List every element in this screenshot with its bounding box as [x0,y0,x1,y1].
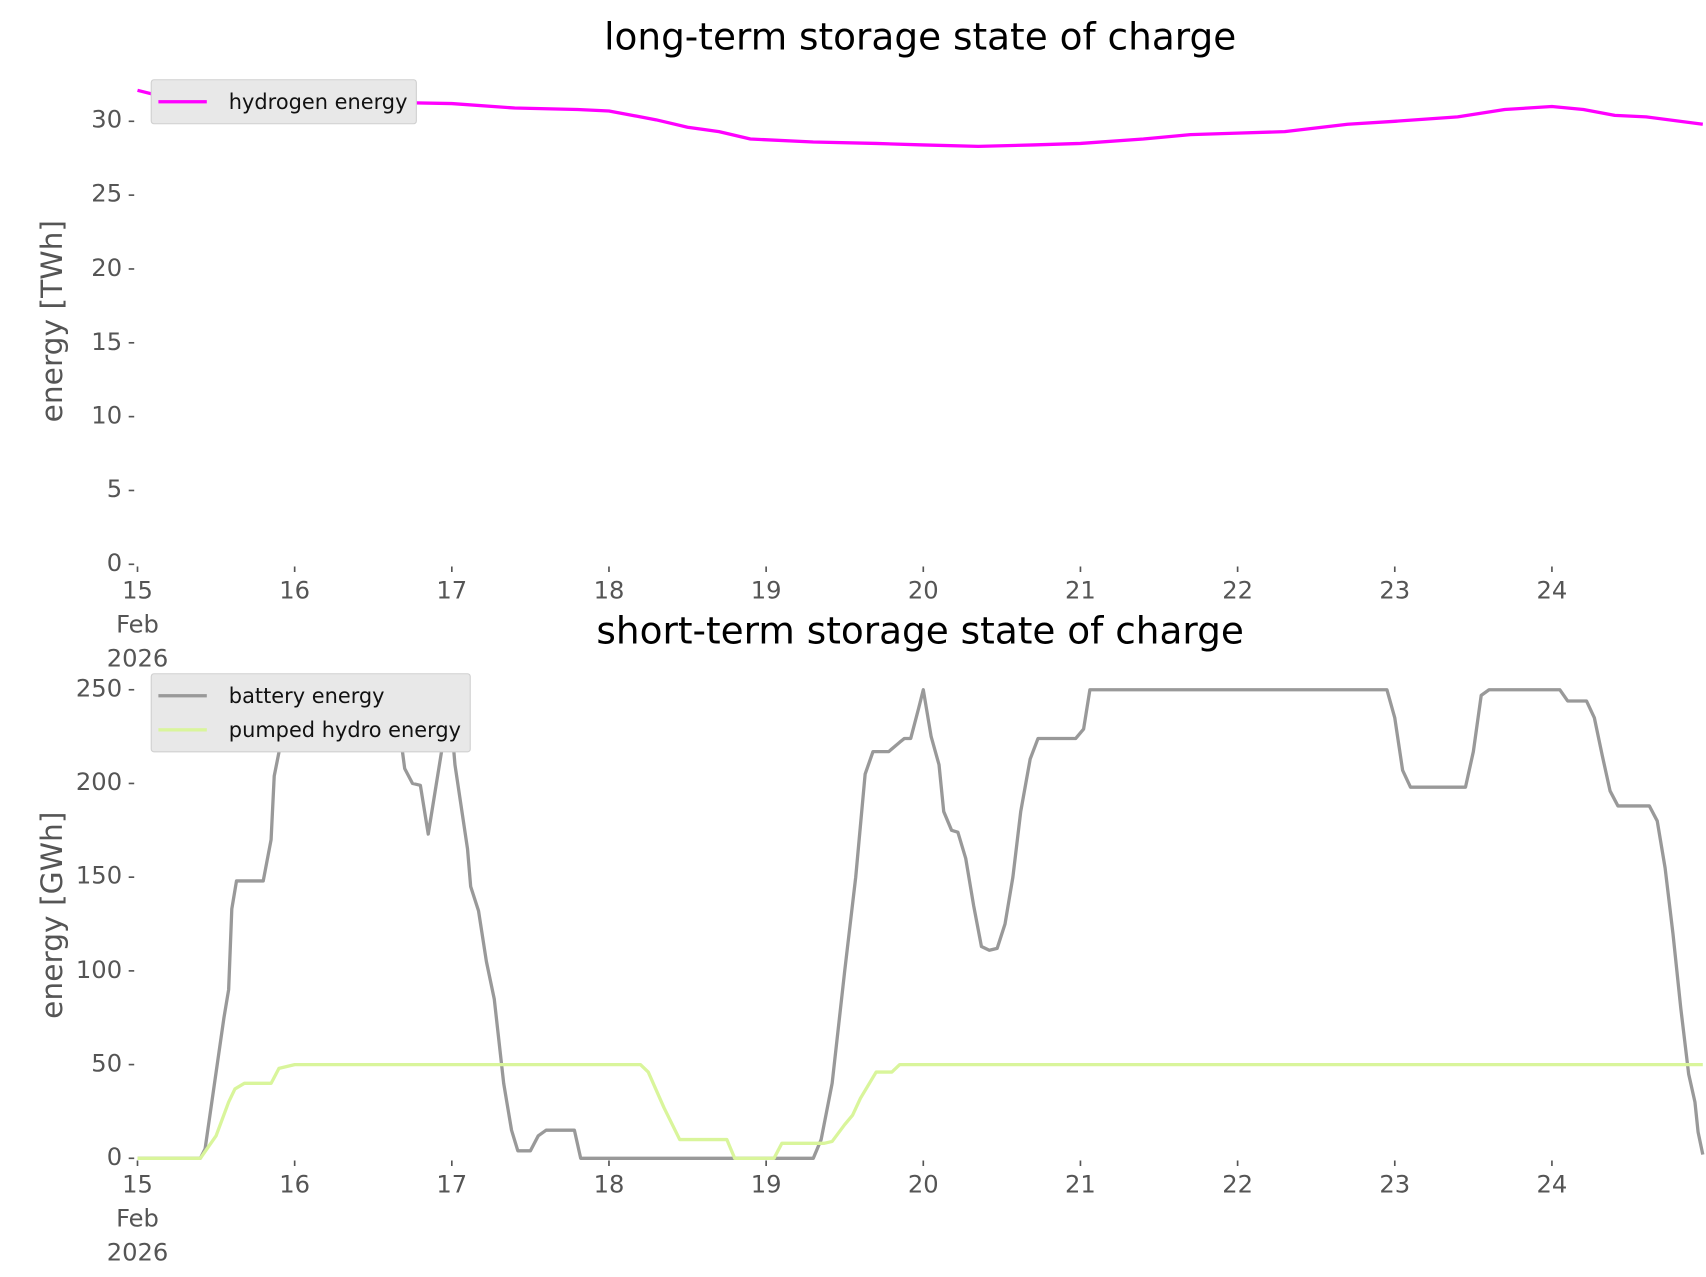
legend: hydrogen energy [150,79,418,125]
x-tick-label: 21 [1065,577,1096,606]
series-line [137,688,1705,1160]
chart-title: short-term storage state of charge [596,609,1244,654]
legend-entry: battery energy [158,679,461,713]
legend-label: battery energy [228,683,385,708]
x-tick-label: 22 [1222,577,1254,606]
y-tick-label: 50 [91,1050,123,1078]
x-tick-label: 22 [1222,1171,1254,1200]
y-axis-label: energy [GWh] [35,810,70,1019]
y-tick-label: 0 [106,550,123,578]
x-tick-label: 19 [750,1171,782,1200]
x-tick-label: 15 Feb 2026 [106,1171,169,1267]
legend-swatch [158,728,207,732]
y-tick-label: 150 [75,862,123,891]
x-tick-label: 15 Feb 2026 [106,577,169,673]
legend-entry: hydrogen energy [158,85,407,119]
x-tick-label: 20 [907,1171,939,1200]
x-tick-label: 17 [436,1171,468,1200]
x-tick-label: 18 [593,577,625,606]
x-tick-label: 16 [279,1171,311,1200]
y-tick-label: 250 [75,675,123,703]
x-tick-label: 23 [1379,577,1411,606]
series-line [137,1062,1703,1160]
y-tick-label: 200 [75,769,123,797]
x-tick-label: 19 [750,577,782,606]
y-tick-label: 5 [106,476,123,504]
legend-swatch [158,694,207,698]
x-tick-label: 18 [593,1171,625,1200]
y-tick-label: 20 [91,254,123,283]
x-tick-label: 23 [1379,1171,1411,1200]
legend-entry: pumped hydro energy [158,713,461,747]
chart-title: long-term storage state of charge [604,15,1237,60]
legend-label: pumped hydro energy [228,717,461,742]
legend: battery energy pumped hydro energy [150,673,471,753]
x-tick-label: 16 [279,577,311,606]
series-line [137,88,1704,149]
y-tick-label: 10 [91,402,123,430]
y-tick-label: 0 [106,1144,123,1172]
legend-label: hydrogen energy [228,89,408,114]
y-tick-label: 100 [75,956,123,985]
y-tick-label: 15 [91,328,123,356]
x-tick-label: 24 [1536,577,1568,606]
x-tick-label: 21 [1065,1171,1096,1200]
x-tick-label: 20 [907,577,939,606]
legend-swatch [158,100,207,104]
y-tick-label: 30 [91,106,123,135]
x-tick-label: 17 [436,577,468,606]
y-tick-label: 25 [91,180,123,209]
x-tick-label: 24 [1536,1171,1568,1200]
y-axis-label: energy [TWh] [35,219,70,422]
